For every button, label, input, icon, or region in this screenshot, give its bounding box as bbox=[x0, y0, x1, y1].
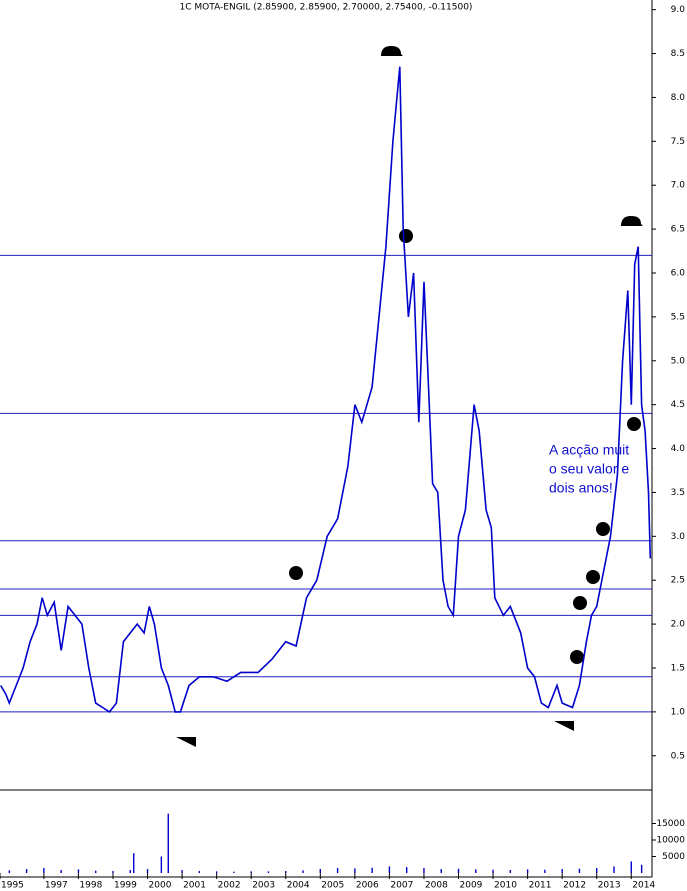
smiley-icon bbox=[289, 566, 303, 580]
y-tick-label: 3.0 bbox=[671, 532, 686, 542]
x-tick-label: 2011 bbox=[529, 881, 552, 891]
volume-bar bbox=[509, 870, 512, 873]
volume-bar bbox=[95, 870, 97, 873]
frown-icon bbox=[627, 417, 641, 431]
frown-icon bbox=[399, 229, 413, 243]
volume-bar bbox=[640, 864, 643, 873]
y-tick-label: 2.0 bbox=[671, 620, 686, 630]
y-tick-label: 4.0 bbox=[671, 444, 686, 454]
volume-bar bbox=[160, 856, 163, 873]
x-tick-label: 2001 bbox=[183, 881, 206, 891]
x-tick-label: 2013 bbox=[598, 881, 621, 891]
volume-bar bbox=[146, 869, 149, 873]
y-tick-label: 2.5 bbox=[671, 576, 685, 586]
volume-bar bbox=[544, 869, 546, 873]
x-tick-label: 2014 bbox=[632, 881, 655, 891]
annotation: dois anos! bbox=[549, 480, 613, 496]
volume-bar bbox=[250, 871, 252, 873]
y-tick-label: 1.0 bbox=[671, 707, 686, 717]
volume-bar bbox=[336, 868, 339, 873]
x-tick-label: 1999 bbox=[114, 881, 137, 891]
y-tick-label: 8.5 bbox=[671, 49, 685, 59]
annotation: o seu valor e bbox=[549, 461, 629, 477]
volume-bar bbox=[233, 871, 235, 873]
y-tick-label: 15000 bbox=[656, 819, 685, 829]
volume-bar bbox=[371, 867, 373, 873]
y-tick-label: 8.0 bbox=[671, 93, 686, 103]
volume-bar bbox=[181, 870, 183, 873]
y-tick-label: 9.0 bbox=[671, 5, 686, 15]
x-tick-label: 2006 bbox=[356, 881, 379, 891]
x-tick-label: 2010 bbox=[494, 881, 517, 891]
x-tick-label: 2000 bbox=[149, 881, 172, 891]
volume-bar bbox=[561, 869, 563, 873]
volume-bar bbox=[112, 871, 114, 873]
volume-bar bbox=[440, 869, 442, 873]
volume-bar bbox=[630, 861, 632, 873]
x-tick-label: 2009 bbox=[460, 881, 483, 891]
y-tick-label: 5.5 bbox=[671, 312, 685, 322]
volume-bar bbox=[8, 870, 11, 873]
y-tick-label: 10000 bbox=[656, 835, 685, 845]
volume-bar bbox=[60, 870, 62, 873]
volume-bar bbox=[354, 868, 356, 873]
y-tick-label: 7.0 bbox=[671, 181, 686, 191]
volume-bar bbox=[475, 869, 477, 873]
volume-bar bbox=[215, 871, 218, 873]
volume-bar bbox=[457, 868, 460, 873]
annotation: A acção muit bbox=[549, 442, 629, 458]
volume-bar bbox=[388, 866, 391, 873]
volume-bar bbox=[578, 868, 581, 873]
y-tick-label: 3.5 bbox=[671, 488, 685, 498]
x-tick-label: 2007 bbox=[390, 881, 413, 891]
volume-bar bbox=[405, 867, 408, 873]
y-tick-label: 6.0 bbox=[671, 268, 686, 278]
x-tick-label: 2003 bbox=[252, 881, 275, 891]
volume-bar bbox=[302, 870, 304, 873]
smiley-icon bbox=[586, 570, 600, 584]
chart-title: 1C MOTA-ENGIL (2.85900, 2.85900, 2.70000… bbox=[180, 3, 473, 13]
x-tick-label: 2004 bbox=[287, 881, 310, 891]
x-tick-label: 1997 bbox=[45, 881, 68, 891]
volume-bar bbox=[526, 869, 529, 873]
volume-bar bbox=[596, 868, 598, 873]
volume-bar bbox=[319, 869, 321, 873]
volume-bar bbox=[423, 868, 425, 873]
volume-bar bbox=[613, 866, 615, 873]
x-tick-label: 2008 bbox=[425, 881, 448, 891]
x-tick-label: 1998 bbox=[79, 881, 102, 891]
y-tick-label: 6.5 bbox=[671, 225, 685, 235]
y-tick-label: 0.5 bbox=[671, 751, 685, 761]
y-tick-label: 4.5 bbox=[671, 400, 685, 410]
volume-bar bbox=[492, 869, 494, 873]
y-tick-label: 7.5 bbox=[671, 137, 685, 147]
volume-bar bbox=[77, 869, 80, 873]
volume-bar bbox=[129, 870, 131, 873]
volume-bar bbox=[285, 871, 287, 873]
x-tick-label: 1995 bbox=[1, 881, 24, 891]
volume-bar bbox=[198, 871, 201, 873]
volume-bar bbox=[167, 813, 169, 873]
x-tick-label: 2012 bbox=[563, 881, 586, 891]
smiley-icon bbox=[570, 650, 584, 664]
smiley-icon bbox=[596, 522, 610, 536]
x-tick-label: 2005 bbox=[321, 881, 344, 891]
y-tick-label: 5000 bbox=[662, 852, 685, 862]
price-line bbox=[0, 66, 652, 713]
volume-bar bbox=[133, 853, 135, 873]
y-tick-label: 1.5 bbox=[671, 663, 685, 673]
volume-bar bbox=[25, 869, 28, 873]
y-tick-label: 5.0 bbox=[671, 356, 686, 366]
x-tick-label: 2002 bbox=[218, 881, 241, 891]
smiley-icon bbox=[573, 596, 587, 610]
volume-bar bbox=[43, 868, 45, 873]
volume-bar bbox=[267, 871, 270, 873]
